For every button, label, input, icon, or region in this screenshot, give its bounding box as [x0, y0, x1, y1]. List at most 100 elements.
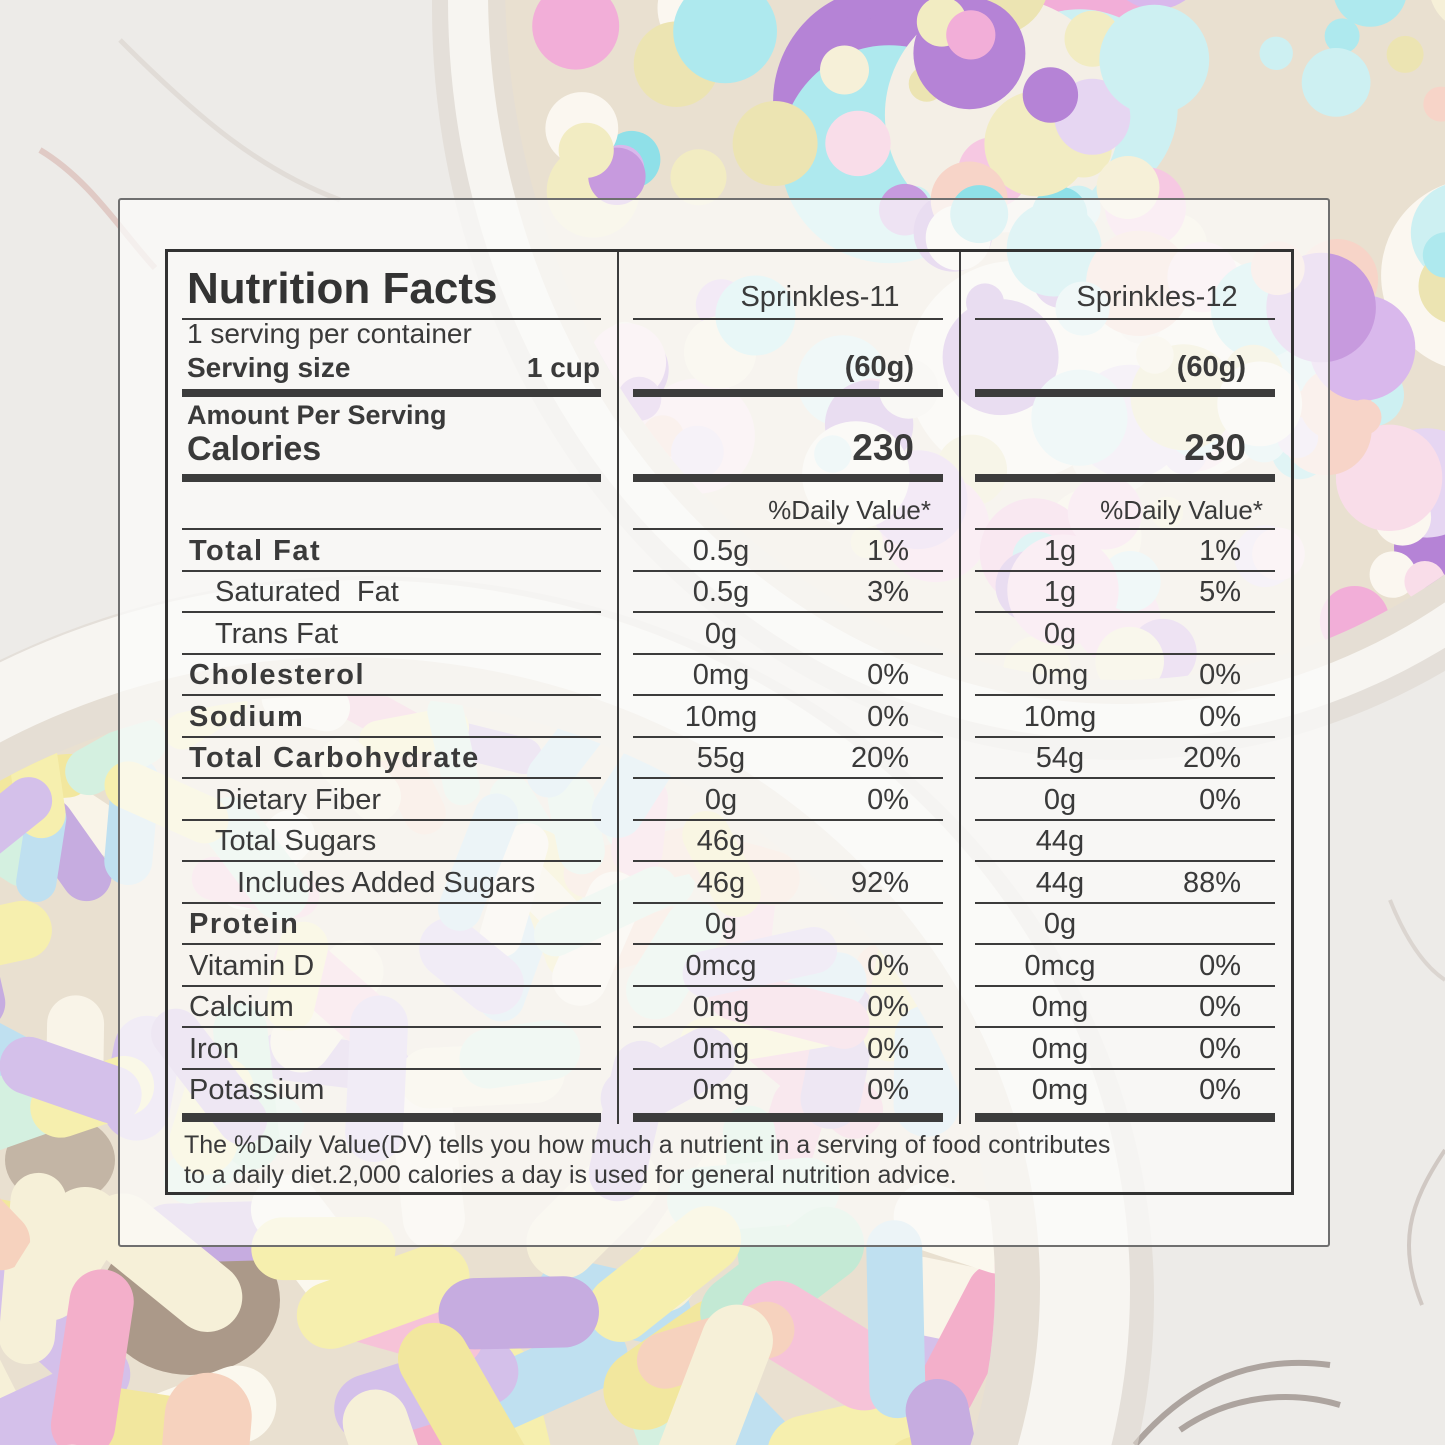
product1-column: Sprinkles-11 (60g) 230 %Daily Value* 0.5…	[619, 252, 959, 1124]
percent-dv-value: 0%	[1199, 949, 1241, 982]
servings-cell: 1 serving per container	[168, 318, 617, 354]
serving-size-value: 1 cup	[526, 352, 600, 383]
percent-dv-value: 5%	[1199, 576, 1241, 608]
amount-value: 0mg	[692, 991, 750, 1023]
nutrients-column: Nutrition Facts 1 serving per container …	[168, 252, 617, 1124]
amount-value: 0mcg	[1024, 949, 1096, 982]
nutrient-value-row: 10mg 0%	[619, 696, 959, 738]
product2-name: Sprinkles-12	[1076, 281, 1238, 313]
amount-value: 1g	[1043, 576, 1077, 608]
nutrient-value-row: 0g	[961, 613, 1291, 655]
percent-dv-value: 0%	[867, 659, 909, 691]
percent-dv-value: 0%	[1199, 783, 1241, 816]
nutrient-label: Protein	[189, 908, 300, 940]
amount-value: 44g	[1035, 825, 1085, 857]
nutrient-row: Calcium	[168, 987, 617, 1029]
nutrient-label: Trans Fat	[215, 617, 339, 650]
nutrient-row: Protein	[168, 904, 617, 946]
amount-value: 0mg	[692, 1032, 750, 1065]
nutrient-label: Includes Added Sugars	[237, 866, 536, 899]
product1-calories-cell: 230	[619, 397, 959, 482]
nutrient-value-row: 0mg 0%	[961, 655, 1291, 697]
nutrient-value-row: 54g 20%	[961, 738, 1291, 780]
product1-dv-header-cell: %Daily Value*	[619, 482, 959, 530]
nutrient-value-row: 0mg 0%	[619, 1070, 959, 1112]
daily-value-header: %Daily Value*	[1100, 495, 1263, 525]
marble-vein	[1406, 1148, 1445, 1306]
percent-dv-value: 0%	[1199, 700, 1241, 733]
product1-name: Sprinkles-11	[740, 281, 900, 313]
product2-calories-cell: 230	[961, 397, 1291, 482]
nutrient-row: Sodium	[168, 696, 617, 738]
percent-dv-value: 3%	[867, 576, 909, 608]
nutrient-row: Dietary Fiber	[168, 779, 617, 821]
percent-dv-value: 0%	[1199, 659, 1241, 691]
page-title: Nutrition Facts	[187, 264, 498, 313]
footnote: The %Daily Value(DV) tells you how much …	[168, 1124, 1291, 1190]
nutrient-label: Iron	[189, 1032, 239, 1065]
nutrient-label: Dietary Fiber	[215, 783, 381, 816]
product2-column: Sprinkles-12 (60g) 230 %Daily Value* 1g 1…	[961, 252, 1291, 1124]
amount-value: 0g	[704, 783, 738, 816]
thick-divider-bar	[182, 1113, 601, 1122]
nutrient-value-row: 0mg 0%	[961, 1028, 1291, 1070]
nutrient-row: Total Fat	[168, 530, 617, 572]
amount-value: 0g	[1043, 617, 1077, 650]
dv-spacer-cell	[168, 482, 617, 530]
nutrient-value-row: 0mg 0%	[961, 1070, 1291, 1112]
nutrient-value-row: 0mg 0%	[619, 987, 959, 1029]
product1-weight-cell: (60g)	[619, 320, 959, 397]
product2-calories: 230	[1184, 427, 1246, 468]
table-grid: Nutrition Facts 1 serving per container …	[168, 252, 1291, 1124]
thick-divider-bar	[975, 1113, 1275, 1122]
product2-weight-cell: (60g)	[961, 320, 1291, 397]
amount-value: 10mg	[684, 700, 758, 733]
percent-dv-value: 0%	[867, 1074, 909, 1106]
nutrient-value-row: 0g	[619, 904, 959, 946]
title-cell: Nutrition Facts	[168, 252, 617, 320]
product2-serving-weight: (60g)	[1176, 351, 1246, 383]
nutrient-label: Saturated Fat	[215, 576, 399, 608]
calories-cell: Calories	[168, 430, 617, 482]
amount-value: 0g	[704, 908, 738, 940]
footnote-line-1: The %Daily Value(DV) tells you how much …	[184, 1131, 1111, 1159]
percent-dv-value: 0%	[1199, 991, 1241, 1023]
nutrient-row: Includes Added Sugars	[168, 862, 617, 904]
product2-dv-header-cell: %Daily Value*	[961, 482, 1291, 530]
amount-value: 0mg	[1031, 1032, 1089, 1065]
amount-value: 0mcg	[685, 949, 757, 982]
amount-value: 0.5g	[692, 534, 750, 567]
product1-calories: 230	[852, 427, 914, 468]
marble-vein	[1388, 899, 1445, 982]
amount-value: 0mg	[692, 659, 750, 691]
amount-value: 0mg	[1031, 1074, 1089, 1106]
amount-value: 46g	[696, 866, 746, 899]
nutrient-row: Total Carbohydrate	[168, 738, 617, 780]
servings-per-container: 1 serving per container	[187, 318, 472, 349]
amount-value: 10mg	[1023, 700, 1097, 733]
product2-name-cell: Sprinkles-12	[961, 252, 1291, 320]
amount-value: 55g	[696, 742, 746, 774]
amount-value: 1g	[1043, 534, 1077, 567]
nutrient-value-row: 0g 0%	[619, 779, 959, 821]
thick-divider-bar	[633, 1113, 943, 1122]
nutrient-label: Calcium	[189, 991, 294, 1023]
nutrient-label: Cholesterol	[189, 659, 366, 691]
percent-dv-value: 0%	[1199, 1032, 1241, 1065]
amount-per-serving: Amount Per Serving	[187, 400, 447, 430]
nutrient-value-row: 46g 92%	[619, 862, 959, 904]
amount-value: 0mg	[692, 1074, 750, 1106]
percent-dv-value: 92%	[850, 866, 909, 899]
serving-size-cell: Serving size 1 cup	[168, 352, 617, 397]
footnote-line-2: to a daily diet.2,000 calories a day is …	[184, 1161, 957, 1189]
serving-size-label: Serving size	[187, 352, 351, 383]
nutrient-value-row: 1g 1%	[961, 530, 1291, 572]
nutrient-value-row: 55g 20%	[619, 738, 959, 780]
nutrient-row: Total Sugars	[168, 821, 617, 863]
column-divider	[959, 252, 961, 1124]
product1-serving-weight: (60g)	[844, 351, 914, 383]
nutrient-label: Total Sugars	[215, 825, 377, 857]
marble-vein	[118, 38, 341, 203]
percent-dv-value: 20%	[1182, 742, 1241, 774]
